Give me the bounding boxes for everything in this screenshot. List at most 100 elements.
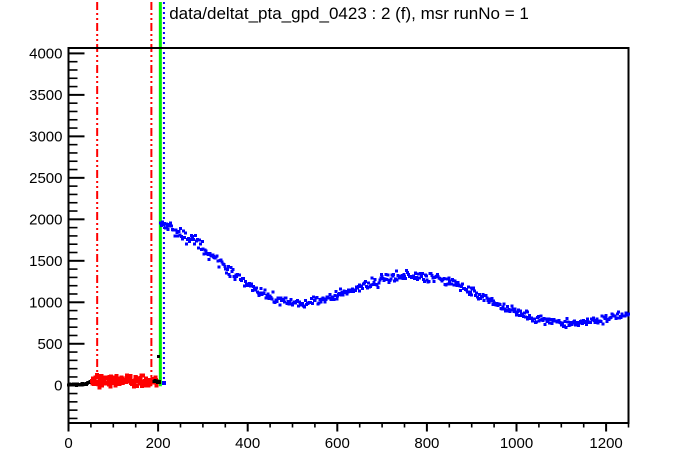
data-marker [521,315,525,319]
data-marker [470,293,474,297]
data-marker [485,296,489,300]
data-marker [315,295,319,299]
data-marker [140,384,145,389]
data-marker [384,273,388,277]
data-marker [184,242,188,246]
data-marker [335,297,339,301]
data-marker [607,317,611,321]
data-marker [206,253,210,257]
data-marker [311,301,315,305]
data-marker [166,228,170,232]
data-marker [525,310,529,314]
data-marker [411,274,415,278]
data-marker [604,316,608,320]
data-marker [113,383,118,388]
data-marker [360,284,364,288]
data-marker [358,289,362,293]
x-axis-tick-label: 200 [146,435,171,452]
data-marker [615,312,619,316]
data-marker [309,300,313,304]
data-marker [169,224,173,228]
data-marker [560,321,564,325]
data-marker [486,298,490,302]
data-marker [381,277,385,281]
data-marker [258,291,262,295]
data-marker [418,276,422,280]
data-marker [208,252,212,256]
data-marker [549,317,553,321]
data-marker [572,319,576,323]
data-marker [586,317,590,321]
data-marker [114,373,119,378]
data-marker [193,242,197,246]
data-marker [584,319,588,323]
y-axis-tick-label: 0 [54,377,62,394]
data-marker [500,307,504,311]
data-marker [620,312,624,316]
data-marker [91,376,96,381]
data-marker [142,383,147,388]
data-marker [511,307,515,311]
data-marker [167,224,171,228]
data-marker [252,284,256,288]
data-marker [263,288,267,292]
data-marker [162,222,166,226]
data-marker [337,291,341,295]
data-marker [550,321,554,325]
data-marker [406,272,410,276]
data-marker [321,296,325,300]
data-marker [594,320,598,324]
data-marker [94,381,99,386]
y-axis-tick-label: 3500 [29,87,62,104]
data-marker [106,382,111,387]
data-marker [259,287,263,291]
good-data-histogram [158,220,630,330]
data-marker [423,279,427,283]
data-marker [445,277,449,281]
data-marker [230,269,234,273]
data-marker [199,242,203,246]
data-marker [446,282,450,286]
data-marker [420,275,424,279]
y-axis-tick-label: 4000 [29,45,62,62]
data-marker [177,229,181,233]
data-marker [439,278,443,282]
data-marker [505,305,509,309]
data-marker [557,318,561,322]
data-marker [207,258,211,262]
data-marker [467,293,471,297]
data-marker [405,270,409,274]
data-marker [361,287,365,291]
data-marker [97,385,102,390]
data-marker [449,282,453,286]
data-marker [403,274,406,278]
data-marker [168,221,172,225]
data-marker [422,278,426,282]
raw-histogram-pre-background [67,379,94,387]
data-marker [369,283,373,287]
data-marker [369,285,373,289]
data-marker [385,278,389,282]
data-marker [391,273,395,277]
data-marker [531,319,535,323]
data-marker [191,234,195,238]
data-marker [279,296,283,300]
data-marker [116,376,121,381]
data-marker [559,323,563,327]
data-marker [266,292,270,296]
data-marker [619,315,623,319]
data-marker [412,276,416,280]
data-marker [242,284,246,288]
data-marker [513,307,517,311]
data-marker [575,321,579,325]
data-marker [224,271,228,275]
data-marker [353,288,357,292]
data-marker [229,265,233,269]
data-marker [432,280,436,284]
data-marker [172,228,176,232]
data-marker [421,272,425,276]
data-marker [215,254,219,258]
data-marker [478,292,482,296]
data-marker [312,295,316,299]
